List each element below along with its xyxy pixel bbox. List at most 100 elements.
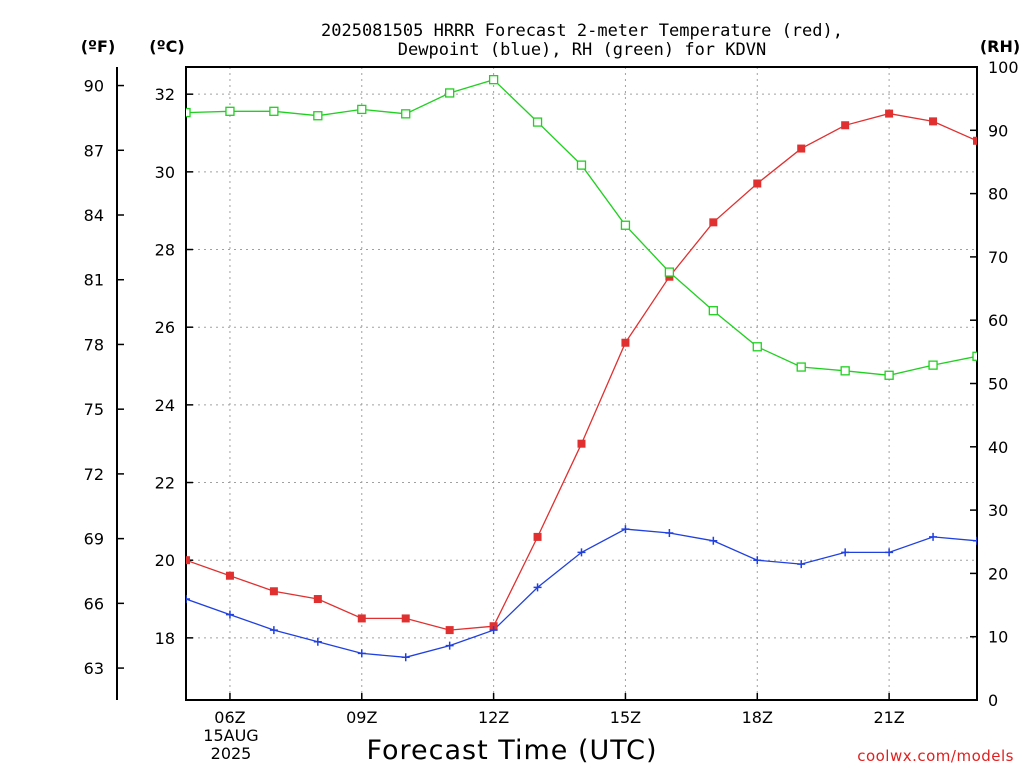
x-tick-label: 21Z [873, 708, 904, 727]
dewpoint-point [445, 641, 454, 650]
fahrenheit-tick-label: 78 [84, 335, 104, 354]
fahrenheit-tick-label: 75 [84, 400, 104, 419]
dewpoint-point [533, 583, 542, 592]
dewpoint-point [709, 536, 718, 545]
temperature-point [577, 439, 586, 448]
dewpoint-point [797, 560, 806, 569]
series-markers [186, 75, 977, 662]
rh-tick-label: 60 [988, 311, 1008, 330]
rh-point [752, 342, 762, 352]
dewpoint-point [753, 556, 762, 565]
chart-subtitle: Dewpoint (blue), RH (green) for KDVN [398, 40, 766, 60]
fahrenheit-tick-label: 66 [84, 594, 104, 613]
x-tick-label: 06Z [214, 708, 245, 727]
rh-point [708, 306, 718, 316]
rh-point [840, 366, 850, 376]
x-tick-label: 15Z [610, 708, 641, 727]
celsius-tick-label: 18 [155, 629, 175, 648]
dewpoint-point [885, 548, 894, 557]
rh-tick-label: 50 [988, 375, 1008, 394]
rh-tick-label: 30 [988, 501, 1008, 520]
dewpoint-point [665, 529, 674, 538]
axes [116, 66, 978, 701]
temperature-point [225, 571, 234, 580]
rh-point [445, 88, 455, 98]
x-tick-label: 18Z [742, 708, 773, 727]
celsius-tick-label: 30 [155, 163, 175, 182]
dewpoint-point [357, 649, 366, 658]
temperature-point [401, 614, 410, 623]
rh-point [928, 360, 938, 370]
rh-tick-label: 90 [988, 121, 1008, 140]
rh-tick-label: 40 [988, 438, 1008, 457]
temperature-point [269, 587, 278, 596]
rh-point [357, 104, 367, 115]
rh-point [664, 267, 675, 277]
temperature-point [709, 218, 718, 227]
credit-label: coolwx.com/models [857, 747, 1014, 765]
temperature-point [753, 179, 762, 188]
fahrenheit-tick-label: 63 [84, 659, 104, 678]
temperature-point [841, 121, 850, 130]
temperature-point [973, 136, 977, 145]
dewpoint-point [929, 532, 938, 541]
celsius-tick-label: 20 [155, 551, 175, 570]
chart-title: 2025081505 HRRR Forecast 2-meter Tempera… [321, 21, 843, 41]
rh-tick-label: 100 [988, 58, 1019, 77]
dewpoint-point [186, 595, 190, 604]
fahrenheit-tick-label: 84 [84, 206, 104, 225]
temperature-point [313, 595, 322, 604]
dewpoint-point [973, 536, 977, 545]
rh-tick-label: 0 [988, 691, 998, 710]
date-label-day: 15AUG [203, 726, 258, 745]
fahrenheit-tick-label: 81 [84, 271, 104, 290]
rh-point [972, 351, 977, 361]
rh-point [401, 109, 411, 119]
dewpoint-point [489, 626, 498, 635]
temperature-point [885, 109, 894, 118]
dewpoint-point [313, 637, 322, 646]
dewpoint-point [401, 653, 410, 662]
rh-point [225, 106, 235, 116]
temperature-point [186, 556, 190, 565]
rh-tick-label: 80 [988, 185, 1008, 204]
fahrenheit-tick-label: 87 [84, 141, 104, 160]
celsius-tick-label: 24 [155, 396, 175, 415]
x-tick-label: 12Z [478, 708, 509, 727]
tick-labels: 63 66 69 72 75 78 81 84 87 90 18 20 22 24 26 28 30 32 0 10 2… [84, 58, 1019, 727]
dewpoint-point [225, 610, 234, 619]
rh-point [186, 107, 191, 118]
fahrenheit-tick-label: 90 [84, 77, 104, 96]
dewpoint-point [269, 626, 278, 635]
rh-tick-label: 10 [988, 628, 1008, 647]
celsius-tick-label: 28 [155, 241, 175, 260]
rh-line [186, 78, 977, 376]
rh-point [576, 160, 587, 170]
rh-tick-label: 20 [988, 564, 1008, 583]
rh-point [884, 370, 894, 380]
temperature-point [533, 532, 542, 541]
rh-point [269, 106, 279, 116]
rh-point [532, 117, 543, 127]
x-axis-label: Forecast Time (UTC) [366, 735, 657, 766]
dewpoint-point [841, 548, 850, 557]
temperature-point [929, 117, 938, 126]
fahrenheit-tick-label: 69 [84, 530, 104, 549]
temperature-point [621, 338, 630, 347]
date-label-year: 2025 [211, 744, 252, 763]
rh-point [620, 220, 631, 230]
rh-tick-label: 70 [988, 248, 1008, 267]
rh-point [313, 111, 323, 121]
rh-axis-unit: (RH) [980, 37, 1020, 56]
celsius-tick-label: 26 [155, 318, 175, 337]
temperature-point [445, 626, 454, 635]
x-tick-label: 09Z [346, 708, 377, 727]
temperature-point [357, 614, 366, 623]
dewpoint-point [621, 525, 630, 534]
celsius-axis-unit: (ºC) [149, 37, 184, 56]
celsius-tick-label: 32 [155, 85, 175, 104]
rh-point [488, 75, 499, 85]
celsius-tick-label: 22 [155, 474, 175, 493]
temperature-point [797, 144, 806, 153]
